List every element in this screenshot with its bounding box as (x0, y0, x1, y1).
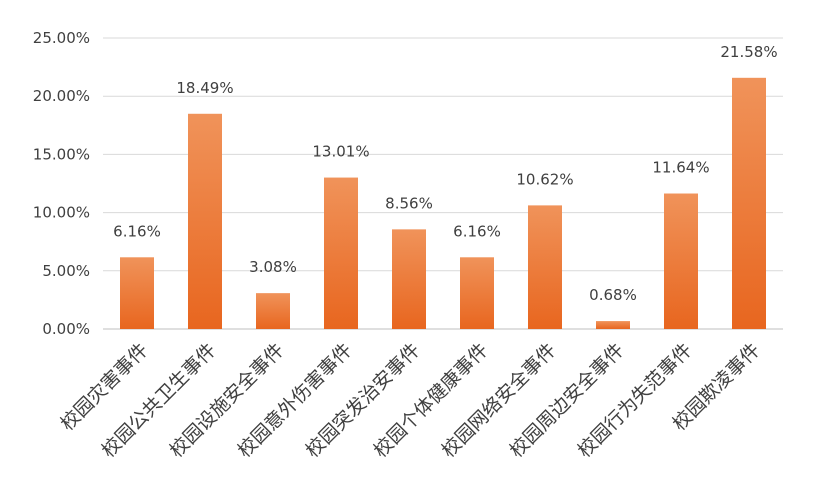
bar (120, 257, 154, 329)
y-tick-label: 5.00% (42, 262, 90, 280)
y-axis-tick-labels: 0.00% 5.00% 10.00% 15.00% 20.00% 25.00% (33, 29, 90, 338)
category-label: 校园设施安全事件 (165, 339, 288, 462)
data-label: 3.08% (249, 258, 297, 276)
bar (256, 293, 290, 329)
category-labels: 校园灾害事件校园公共卫生事件校园设施安全事件校园意外伤害事件校园突发治安事件校园… (56, 339, 764, 462)
bar (528, 205, 562, 329)
data-label: 21.58% (720, 43, 777, 61)
category-label: 校园个体健康事件 (369, 339, 492, 462)
bar (732, 77, 766, 329)
y-tick-label: 0.00% (42, 320, 90, 338)
bar (188, 113, 222, 329)
category-label: 校园周边安全事件 (505, 339, 628, 462)
category-label: 校园网络安全事件 (437, 339, 560, 462)
y-tick-label: 15.00% (33, 145, 90, 163)
category-label: 校园突发治安事件 (301, 339, 424, 462)
data-label: 8.56% (385, 194, 433, 212)
bar (664, 193, 698, 329)
data-label: 6.16% (113, 222, 161, 240)
bar (460, 257, 494, 329)
bar (596, 321, 630, 329)
data-label: 18.49% (176, 79, 233, 97)
bar (392, 229, 426, 329)
y-tick-label: 25.00% (33, 29, 90, 47)
bars (120, 77, 766, 329)
category-label: 校园行为失范事件 (573, 339, 696, 462)
data-label: 6.16% (453, 222, 501, 240)
y-tick-label: 20.00% (33, 87, 90, 105)
data-label: 11.64% (652, 159, 709, 177)
data-labels: 6.16% 18.49% 3.08% 13.01% 8.56% 6.16% 10.62% 0.… (113, 43, 777, 304)
data-label: 0.68% (589, 286, 637, 304)
category-label: 校园公共卫生事件 (97, 339, 220, 462)
data-label: 10.62% (516, 170, 573, 188)
category-label: 校园意外伤害事件 (233, 339, 356, 462)
bar (324, 177, 358, 329)
data-label: 13.01% (312, 143, 369, 161)
y-tick-label: 10.00% (33, 204, 90, 222)
